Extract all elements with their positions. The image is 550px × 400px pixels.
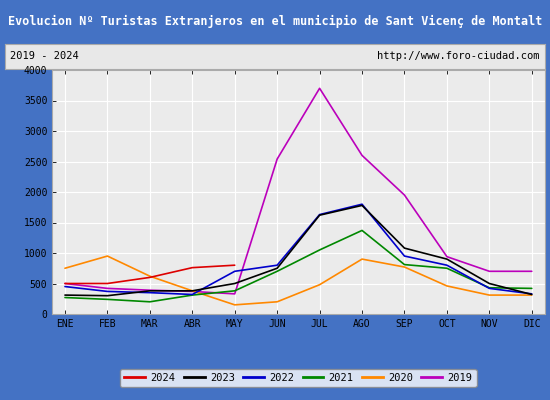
Text: Evolucion Nº Turistas Extranjeros en el municipio de Sant Vicenç de Montalt: Evolucion Nº Turistas Extranjeros en el … xyxy=(8,14,542,28)
Text: http://www.foro-ciudad.com: http://www.foro-ciudad.com xyxy=(377,52,540,62)
Text: 2019 - 2024: 2019 - 2024 xyxy=(10,52,79,62)
Legend: 2024, 2023, 2022, 2021, 2020, 2019: 2024, 2023, 2022, 2021, 2020, 2019 xyxy=(120,368,476,387)
